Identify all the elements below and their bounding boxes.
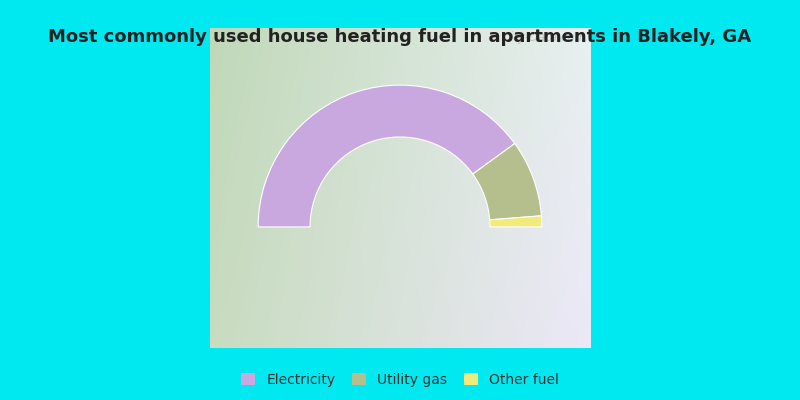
Legend: Electricity, Utility gas, Other fuel: Electricity, Utility gas, Other fuel: [237, 369, 563, 391]
Wedge shape: [473, 144, 542, 220]
Text: City-Data.com: City-Data.com: [502, 31, 586, 44]
Wedge shape: [258, 85, 514, 227]
Wedge shape: [490, 216, 542, 227]
Text: Most commonly used house heating fuel in apartments in Blakely, GA: Most commonly used house heating fuel in…: [49, 28, 751, 46]
